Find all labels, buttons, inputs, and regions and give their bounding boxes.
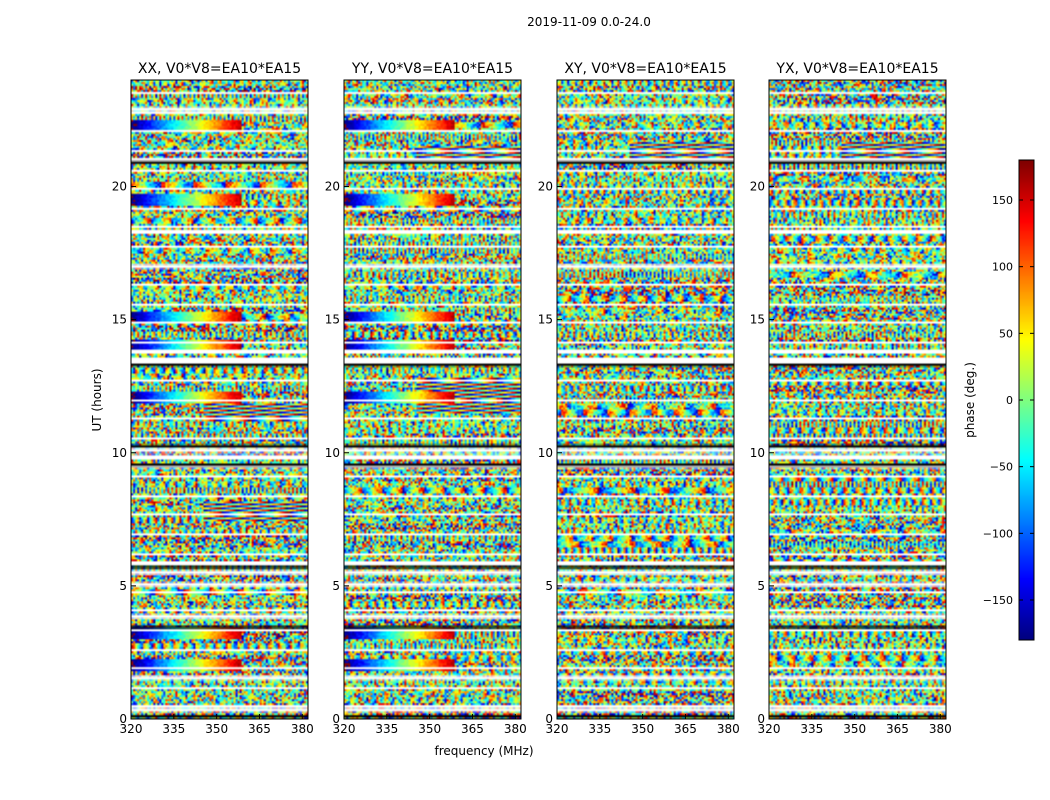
panel-title: XX, V0*V8=EA10*EA15 <box>138 61 301 77</box>
x-tick-label: 320 <box>758 722 781 736</box>
x-axis-label: frequency (MHz) <box>434 744 533 758</box>
y-tick-label: 20 <box>112 180 127 194</box>
colorbar-tick-label: 100 <box>992 261 1013 274</box>
x-tick-label: 380 <box>504 722 527 736</box>
y-tick-label: 0 <box>757 712 765 726</box>
panel-xy: XY, V0*V8=EA10*EA15 320 335 350 365 380 0 5 10 15… <box>538 61 740 736</box>
panel-frame <box>556 79 735 720</box>
y-tick-label: 5 <box>332 579 340 593</box>
y-tick-label: 5 <box>545 579 553 593</box>
phase-image-yx <box>769 80 946 719</box>
x-tick-label: 335 <box>588 722 611 736</box>
x-tick-label: 320 <box>546 722 569 736</box>
x-tick-label: 350 <box>631 722 654 736</box>
colorbar-label: phase (deg.) <box>963 362 977 438</box>
y-tick-label: 5 <box>119 579 127 593</box>
colorbar-tick-label: 50 <box>999 327 1013 340</box>
y-tick-label: 0 <box>119 712 127 726</box>
panel-frame <box>768 79 947 720</box>
panel-yy: YY, V0*V8=EA10*EA15 320 335 350 365 380 0 5 10 15… <box>325 61 527 736</box>
x-tick-label: 365 <box>674 722 697 736</box>
panels: XX, V0*V8=EA10*EA15 320 335 350 365 380 0 5 10 15… <box>112 61 952 736</box>
panel-title: YY, V0*V8=EA10*EA15 <box>351 61 513 77</box>
x-tick-label: 380 <box>929 722 952 736</box>
panel-frame <box>343 79 522 720</box>
y-tick-label: 15 <box>112 313 127 327</box>
colorbar-tick-label: 150 <box>992 194 1013 207</box>
y-tick-label: 10 <box>325 446 340 460</box>
panel-yx: YX, V0*V8=EA10*EA15 320 335 350 365 380 0 5 10 15… <box>750 61 952 736</box>
phase-image-xx <box>131 80 308 719</box>
y-tick-label: 15 <box>538 313 553 327</box>
y-tick-label: 10 <box>112 446 127 460</box>
y-tick-label: 0 <box>545 712 553 726</box>
colorbar-tick-label: −100 <box>983 527 1013 540</box>
y-tick-label: 10 <box>750 446 765 460</box>
x-tick-label: 350 <box>843 722 866 736</box>
y-tick-label: 0 <box>332 712 340 726</box>
colorbar-tick-label: −50 <box>990 461 1013 474</box>
x-tick-label: 335 <box>162 722 185 736</box>
y-tick-label: 20 <box>750 180 765 194</box>
x-tick-label: 350 <box>418 722 441 736</box>
colorbar-tick-label: 0 <box>1006 394 1013 407</box>
x-tick-label: 365 <box>886 722 909 736</box>
x-tick-label: 350 <box>205 722 228 736</box>
phase-image-xy <box>557 80 734 719</box>
x-tick-label: 380 <box>717 722 740 736</box>
panel-title: XY, V0*V8=EA10*EA15 <box>564 61 726 77</box>
y-tick-label: 15 <box>750 313 765 327</box>
panel-title: YX, V0*V8=EA10*EA15 <box>775 61 938 77</box>
x-tick-label: 320 <box>333 722 356 736</box>
x-tick-label: 335 <box>375 722 398 736</box>
x-tick-label: 320 <box>120 722 143 736</box>
y-tick-label: 20 <box>325 180 340 194</box>
colorbar-tick-label: −150 <box>983 594 1013 607</box>
figure-title: 2019-11-09 0.0-24.0 <box>527 15 651 29</box>
panel-frame <box>130 79 309 720</box>
y-axis-label: UT (hours) <box>90 368 104 431</box>
panel-xx: XX, V0*V8=EA10*EA15 320 335 350 365 380 0 5 10 15… <box>112 61 314 736</box>
x-tick-label: 365 <box>248 722 271 736</box>
phase-image-yy <box>344 80 521 719</box>
x-tick-label: 365 <box>461 722 484 736</box>
colorbar-gradient <box>1019 160 1034 640</box>
y-tick-label: 20 <box>538 180 553 194</box>
y-tick-label: 10 <box>538 446 553 460</box>
x-tick-label: 335 <box>800 722 823 736</box>
colorbar: 150 100 50 0 −50 −100 −150 <box>983 159 1035 641</box>
y-tick-label: 15 <box>325 313 340 327</box>
y-tick-label: 5 <box>757 579 765 593</box>
x-tick-label: 380 <box>291 722 314 736</box>
